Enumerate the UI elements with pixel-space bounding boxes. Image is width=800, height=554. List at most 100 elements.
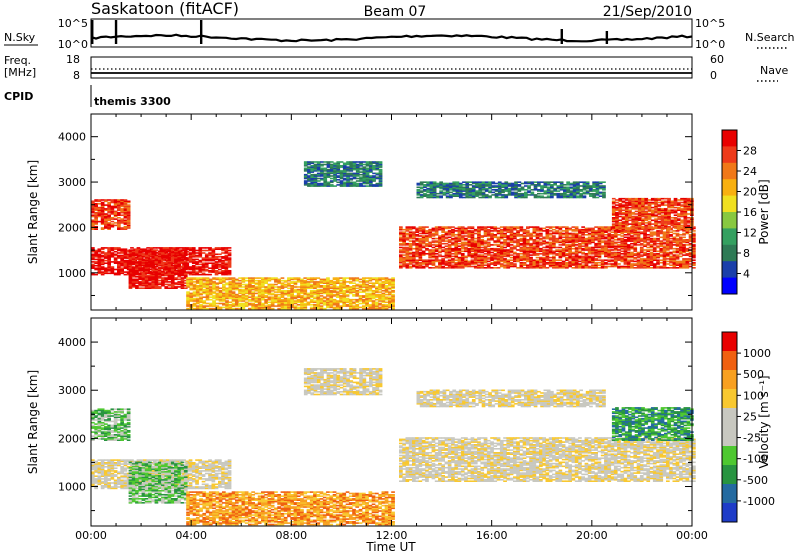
echo-cell — [607, 246, 612, 249]
echo-cell — [682, 259, 686, 261]
echo-cell — [457, 245, 462, 247]
echo-cell — [128, 273, 133, 275]
echo-cell — [222, 302, 226, 305]
echo-cell — [391, 298, 395, 301]
echo-cell — [205, 305, 210, 307]
echo-cell — [183, 249, 188, 251]
echo-cell — [332, 307, 337, 310]
echo-cell — [493, 261, 498, 264]
echo-cell — [679, 265, 683, 268]
echo-cell — [529, 245, 533, 247]
echo-cell — [607, 235, 612, 237]
echo-cell — [626, 251, 631, 254]
echo-cell — [274, 277, 278, 279]
echo-cell — [460, 227, 465, 230]
echo-cell — [421, 241, 426, 244]
echo-cell — [164, 277, 169, 279]
echo-cell — [238, 296, 242, 298]
echo-cell — [561, 236, 566, 239]
echo-cell — [107, 215, 111, 218]
echo-cell — [144, 249, 149, 251]
echo-cell — [300, 281, 304, 283]
echo-cell — [457, 235, 462, 237]
echo-cell — [574, 260, 579, 263]
echo-cell — [267, 287, 272, 290]
echo-cell — [238, 297, 242, 300]
echo-cell — [319, 302, 324, 305]
echo-cell — [290, 288, 294, 291]
echo-cell — [477, 242, 481, 245]
echo-cell — [571, 244, 576, 246]
echo-cell — [597, 253, 602, 255]
echo-cell — [457, 247, 462, 250]
echo-cell — [185, 248, 190, 250]
echo-cell — [672, 251, 677, 254]
echo-cell — [131, 250, 136, 253]
echo-cell — [287, 300, 291, 302]
echo-cell — [180, 268, 185, 270]
echo-cell — [581, 226, 585, 228]
echo-cell — [277, 286, 281, 288]
echo-cell — [157, 272, 162, 274]
echo-cell — [120, 204, 124, 206]
echo-cell — [283, 297, 288, 300]
echo-cell — [267, 278, 272, 281]
echo-cell — [555, 265, 559, 268]
echo-cell — [626, 253, 631, 255]
echo-cell — [306, 297, 311, 300]
echo-cell — [201, 259, 206, 262]
echo-cell — [526, 230, 530, 232]
echo-cell — [342, 290, 347, 292]
echo-cell — [529, 254, 533, 256]
echo-cell — [290, 304, 294, 306]
echo-cell — [222, 298, 226, 301]
echo-cell — [352, 278, 356, 281]
echo-cell — [649, 251, 654, 254]
echo-cell — [306, 304, 311, 306]
echo-cell — [526, 254, 530, 256]
echo-cell — [526, 232, 530, 235]
echo-cell — [214, 261, 219, 263]
echo-cell — [522, 242, 527, 245]
echo-cell — [568, 265, 572, 268]
echo-cell — [499, 246, 504, 249]
echo-cell — [519, 230, 524, 232]
echo-cell — [293, 286, 298, 288]
echo-cell — [568, 228, 572, 231]
echo-cell — [434, 228, 439, 231]
echo-cell — [470, 244, 475, 246]
echo-cell — [264, 282, 268, 284]
echo-cell — [646, 261, 651, 264]
echo-cell — [656, 240, 660, 242]
echo-cell — [662, 231, 667, 233]
echo-cell — [594, 236, 598, 239]
echo-cell — [225, 283, 229, 286]
echo-cell — [191, 262, 196, 264]
echo-cell — [128, 281, 133, 283]
echo-cell — [362, 278, 366, 281]
echo-cell — [261, 295, 265, 297]
echo-cell — [447, 230, 452, 232]
echo-cell — [287, 298, 291, 301]
echo-cell — [399, 237, 403, 240]
echo-cell — [467, 230, 472, 232]
echo-cell — [607, 245, 612, 247]
echo-cell — [555, 237, 559, 240]
echo-cell — [493, 250, 498, 253]
echo-cell — [141, 278, 146, 281]
echo-cell — [532, 254, 537, 256]
echo-cell — [221, 263, 225, 266]
echo-cell — [104, 270, 108, 272]
echo-cell — [222, 277, 226, 279]
echo-cell — [438, 259, 442, 261]
echo-cell — [144, 276, 149, 278]
echo-cell — [205, 282, 210, 284]
echo-cell — [613, 264, 618, 266]
echo-cell — [384, 286, 389, 288]
echo-cell — [545, 255, 550, 258]
echo-cell — [248, 291, 252, 293]
echo-cell — [131, 284, 136, 287]
echo-cell — [117, 204, 121, 206]
echo-cell — [368, 296, 373, 298]
echo-cell — [135, 276, 139, 278]
